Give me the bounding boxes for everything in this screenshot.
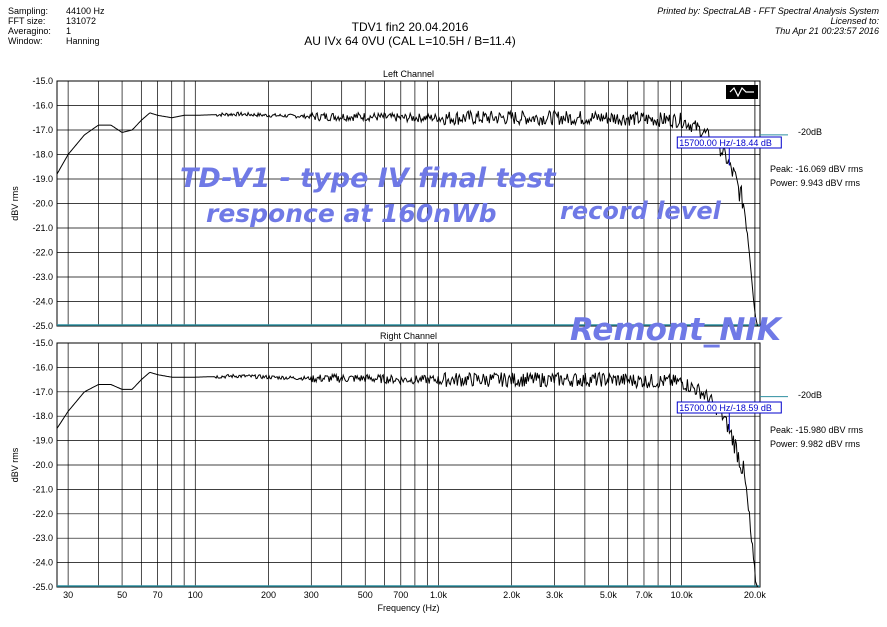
marker-label: 15700.00 Hz/-18.44 dB [679,138,772,148]
x-tick-label: 1.0k [430,590,448,600]
setting-row: Averagino: 1 [8,26,105,36]
analysis-settings: Sampling: 44100 Hz FFT size: 131072 Averag… [8,6,105,46]
x-tick-label: 5.0k [600,590,618,600]
setting-key: Sampling: [8,6,49,16]
print-date-line: Thu Apr 21 00:23:57 2016 [774,26,879,36]
y-tick-label: -23.0 [32,272,53,282]
y-tick-label: -19.0 [32,174,53,184]
y-tick-label: -25.0 [32,582,53,592]
panel-title: Right Channel [380,331,437,341]
x-tick-label: 7.0k [635,590,653,600]
y-tick-label: -22.0 [32,248,53,258]
x-tick-label: 300 [304,590,319,600]
y-tick-label: -16.0 [32,362,53,372]
printed-by-info: Printed by: SpectraLAB - FFT Spectral An… [657,6,879,36]
x-axis-label: Frequency (Hz) [377,603,439,613]
overlay-caption-3: record level [560,197,721,225]
y-tick-label: -20.0 [32,460,53,470]
x-tick-label: 20.0k [744,590,767,600]
x-tick-label: 50 [117,590,127,600]
y-tick-label: -20.0 [32,199,53,209]
spectrum-trace [56,109,758,327]
x-tick-label: 70 [153,590,163,600]
setting-value: 44100 Hz [66,6,105,16]
x-tick-label: 500 [358,590,373,600]
x-tick-label: 10.0k [671,590,694,600]
y-axis-label: dBV rms [10,447,20,482]
chart-title-line1: TDV1 fin2 20.04.2016 [351,20,469,34]
y-tick-label: -16.0 [32,101,53,111]
setting-key: FFT size: [8,16,46,26]
y-tick-label: -25.0 [32,321,53,331]
marker-box [676,401,782,414]
spectrum-trace [56,371,758,588]
setting-row: Sampling: 44100 Hz [8,6,105,16]
power-readout: Power: 9.982 dBV rms [770,439,861,449]
y-tick-label: -19.0 [32,436,53,446]
setting-key: Window: [8,36,43,46]
setting-key: Averagino: [8,26,51,36]
x-tick-label: 30 [63,590,73,600]
setting-value: Hanning [66,36,100,46]
overlay-caption-1: TD-V1 - type IV final test [180,163,556,194]
y-tick-label: -15.0 [32,338,53,348]
y-tick-label: -23.0 [32,533,53,543]
waveform-icon [726,85,758,99]
y-axis-label: dBV rms [10,186,20,221]
printed-by-line: Printed by: SpectraLAB - FFT Spectral An… [657,6,879,16]
setting-row: Window: Hanning [8,36,105,46]
setting-value: 1 [66,26,72,36]
peak-readout: Peak: -16.069 dBV rms [770,164,864,174]
chart-title-line2: AU IVx 64 0VU (CAL L=10.5H / B=11.4) [304,34,516,48]
y-tick-label: -21.0 [32,484,53,494]
chart-panel: Right Channel -15.0 -16.0 -17.0 -18.0 -19.0 -2… [10,331,864,613]
x-tick-label: 2.0k [503,590,521,600]
y-tick-label: -24.0 [32,558,53,568]
chart-panel: Left Channel -15.0 -16.0 -17.0 -18.0 -19.0 -20… [10,69,864,331]
x-tick-label: 100 [188,590,203,600]
power-readout: Power: 9.943 dBV rms [770,178,861,188]
y-tick-label: -21.0 [32,223,53,233]
y-tick-label: -22.0 [32,509,53,519]
y-tick-label: -17.0 [32,125,53,135]
watermark-text: Remont_NIK [570,312,781,348]
peak-readout: Peak: -15.980 dBV rms [770,425,864,435]
x-tick-label: 700 [393,590,408,600]
setting-row: FFT size: 131072 [8,16,105,26]
panel-title: Left Channel [383,69,434,79]
overlay-caption-2: responce at 160nWb [206,199,497,228]
y-tick-label: -18.0 [32,411,53,421]
waveform-icon-path [729,86,754,98]
reference-label: -20dB [798,127,822,137]
marker-box [676,136,782,149]
y-tick-label: -17.0 [32,387,53,397]
x-tick-label: 3.0k [546,590,564,600]
reference-label: -20dB [798,390,822,400]
marker-label: 15700.00 Hz/-18.59 dB [679,403,772,413]
x-tick-label: 200 [261,590,276,600]
y-tick-label: -15.0 [32,76,53,86]
setting-value: 131072 [66,16,97,26]
chart-title: TDV1 fin2 20.04.2016 AU IVx 64 0VU (CAL … [270,20,550,48]
license-line: Licensed to: [830,16,879,26]
y-tick-label: -18.0 [32,150,53,160]
y-tick-label: -24.0 [32,297,53,307]
